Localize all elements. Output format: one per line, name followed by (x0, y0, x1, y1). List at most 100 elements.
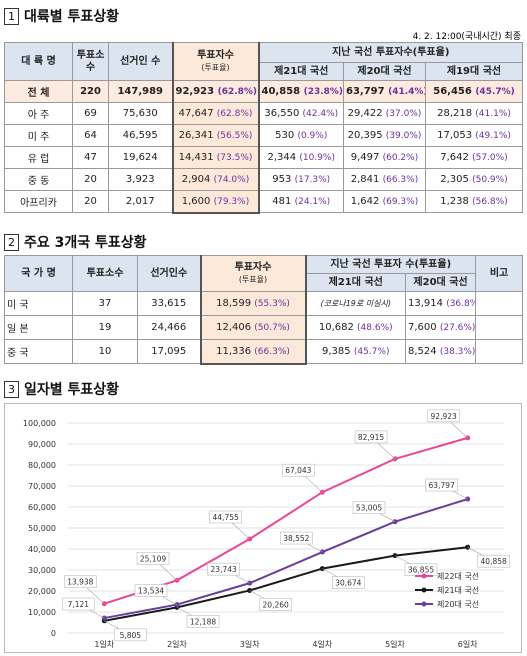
cell: 중 국 (4, 339, 73, 364)
cell: 1,642 (69.3%) (343, 190, 426, 213)
header-cell: 선거인 수 (108, 42, 173, 81)
cell: 2,904 (74.0%) (171, 168, 260, 191)
cell: 63,797 (41.4%) (343, 80, 426, 103)
legend-label: 제22대 국선 (437, 572, 479, 581)
label-box (259, 598, 292, 611)
rate: (45.7%) (475, 87, 515, 97)
data-label: 82,915 (358, 433, 384, 442)
header-cell: 투표소수 (72, 255, 138, 292)
row: 일 본 19 24,466 12,406 (50.7%) 10,682 (48.6%) 7… (4, 315, 524, 340)
subheader-cell: 제19대 국선 (425, 62, 523, 81)
y-tick-label: 50,000 (28, 524, 56, 533)
cell: 7,642 (57.0%) (425, 146, 523, 169)
count: 28,218 (437, 108, 473, 119)
cell: 7,600 (27.6%) (404, 315, 477, 340)
label-box (62, 597, 95, 611)
rate: (49.1%) (475, 131, 511, 141)
rate: (41.4%) (388, 87, 426, 97)
cell: 56,456 (45.7%) (425, 80, 523, 103)
label-box (477, 554, 510, 568)
data-label: 13,534 (138, 587, 164, 596)
header-row: 대 륙 명 투표소 수 선거인 수 투표자수 (투표율) 지난 국선 투표자수(투표율) (4, 42, 523, 81)
cell: 13,914 (36.8%) (404, 291, 477, 316)
rate: (37.0%) (385, 109, 422, 119)
header-text: 투표자수 (234, 261, 272, 273)
cell: 92,923 (62.8%) (171, 80, 260, 103)
count: 8,524 (408, 346, 437, 357)
count: 29,422 (347, 108, 383, 119)
rate: (60.2%) (382, 153, 419, 163)
cell: 69 (72, 102, 109, 125)
rate: (42.4%) (302, 109, 339, 119)
cell: 11,336 (66.3%) (199, 339, 307, 365)
section-title: 대륙별 투표상황 (24, 9, 120, 25)
cell: 47 (72, 146, 109, 169)
rate: (79.3%) (213, 196, 250, 207)
cell: 953 (17.3%) (258, 168, 344, 191)
legend-label: 제20대 국선 (437, 600, 479, 609)
count: 530 (275, 130, 295, 141)
count: 40,858 (261, 86, 301, 97)
rate: (66.3%) (382, 175, 419, 185)
header-sub: (투표율) (201, 62, 230, 72)
header-cell: 투표소 수 (72, 42, 109, 81)
cell: (코로나19로 미실시) (305, 291, 406, 316)
subheader-cell: 제20대 국선 (343, 62, 426, 81)
rate: (41.1%) (475, 109, 511, 119)
rate: (55.3%) (254, 299, 290, 309)
data-label: 20,260 (263, 600, 289, 609)
data-label: 53,005 (356, 504, 382, 513)
count: 2,305 (440, 174, 469, 185)
label-box (134, 584, 168, 597)
cell (475, 339, 524, 364)
label-box (425, 478, 458, 492)
row: 중 국 10 17,095 11,336 (66.3%) 9,385 (45.7%) 8,… (4, 339, 524, 365)
series-line (104, 436, 468, 605)
cell: 1,600 (79.3%) (171, 190, 260, 214)
data-label: 36,855 (408, 566, 434, 575)
cell: 530 (0.9%) (258, 124, 344, 147)
timestamp: 4. 2. 12:00(국내시간) 최종 (412, 32, 521, 42)
cell: 유 럽 (4, 146, 73, 169)
y-tick-label: 70,000 (28, 482, 56, 491)
rate: (10.9%) (299, 153, 335, 163)
count: 1,642 (350, 196, 380, 207)
x-tick-label: 5일차 (385, 640, 405, 649)
legend-marker (421, 573, 427, 579)
count: 18,599 (216, 298, 252, 309)
cell: 아 주 (4, 102, 73, 125)
row: 전 체 220 147,989 92,923 (62.8%) 40,858 (23.8%… (4, 80, 523, 103)
data-label: 40,858 (481, 557, 507, 566)
row: 아프리카 20 2,017 1,600 (79.3%) 481 (24.1%) 1,642… (4, 190, 523, 214)
data-label: 5,805 (120, 631, 142, 640)
rate: (17.3%) (294, 175, 331, 185)
cell: 2,017 (108, 190, 173, 213)
label-box (114, 628, 147, 642)
subheader-cell: 제21대 국선 (258, 62, 344, 81)
x-tick-label: 3일차 (240, 640, 260, 649)
count: 2,344 (267, 152, 297, 163)
label-box (354, 430, 388, 444)
count: 36,550 (264, 108, 300, 119)
cell: 8,524 (38.3%) (404, 339, 477, 364)
data-label: 92,923 (431, 412, 457, 421)
rate: (56.8%) (472, 197, 508, 207)
cell: 9,497 (60.2%) (343, 146, 426, 169)
y-tick-label: 40,000 (28, 545, 56, 554)
rate: (57.0%) (472, 153, 508, 163)
x-tick-label: 6일차 (458, 640, 478, 649)
count: 47,647 (178, 108, 214, 119)
header-cell: 비고 (475, 255, 524, 292)
cell: 미 주 (4, 124, 73, 147)
cell: 481 (24.1%) (258, 190, 344, 213)
rate: (73.5%) (216, 153, 253, 163)
point (174, 602, 180, 608)
rate: (50.9%) (472, 175, 508, 185)
point (247, 587, 253, 593)
rate: (62.8%) (217, 87, 258, 97)
rate: (69.3%) (382, 197, 419, 207)
count: 17,053 (437, 130, 473, 141)
rate: (62.8%) (216, 109, 253, 119)
series-line (104, 498, 468, 620)
legend-marker (421, 587, 427, 593)
